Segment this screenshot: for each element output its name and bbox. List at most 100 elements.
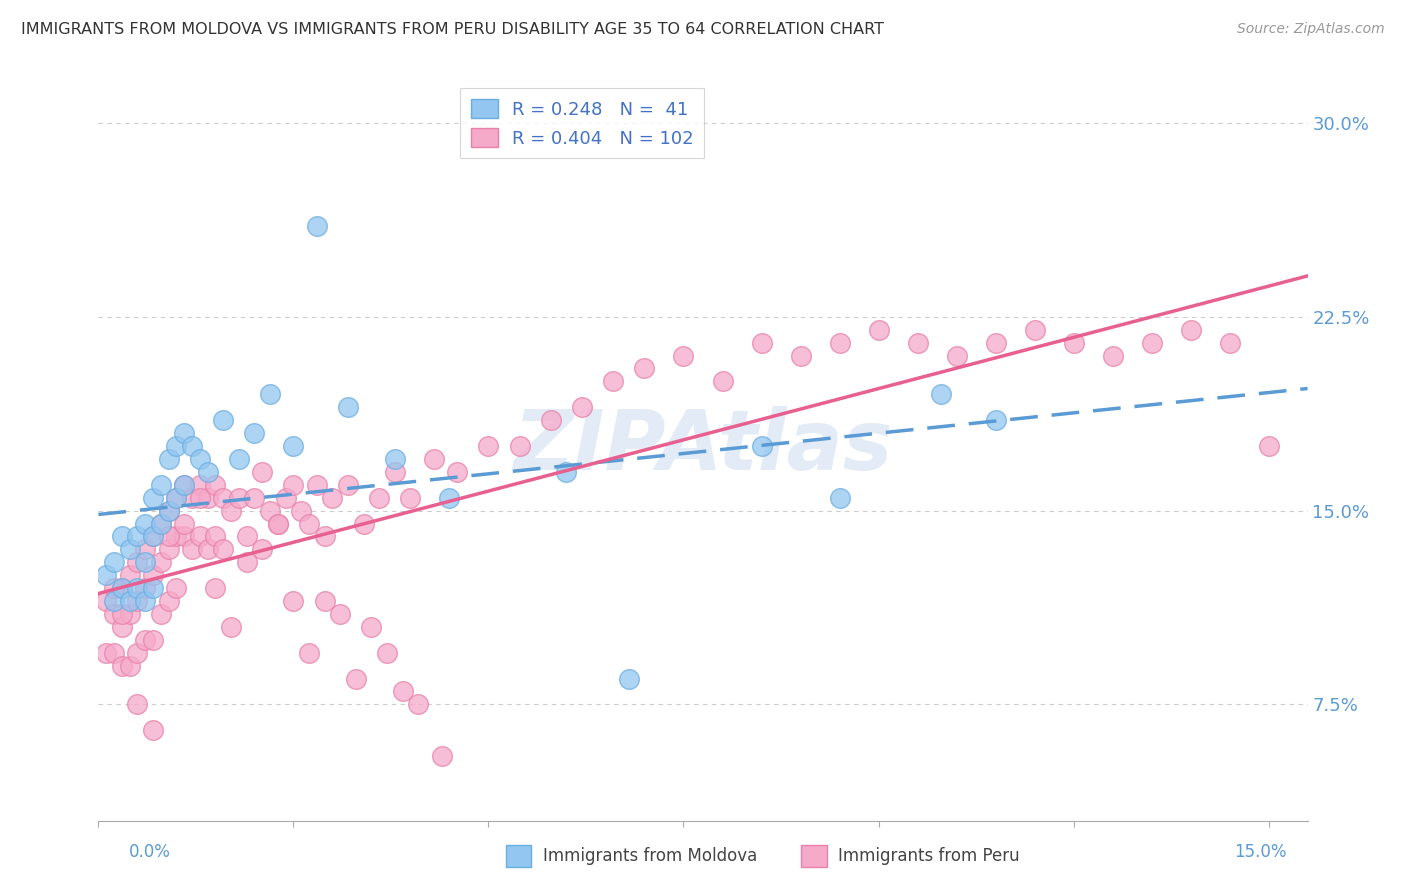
Point: [149, 477, 172, 491]
Point: [540, 413, 562, 427]
Text: Source: ZipAtlas.com: Source: ZipAtlas.com: [1237, 22, 1385, 37]
Point: [127, 594, 149, 608]
Point: [111, 581, 134, 595]
Point: [509, 439, 531, 453]
Point: [127, 581, 149, 595]
Point: [134, 581, 156, 595]
Point: [149, 516, 172, 531]
Point: [142, 581, 165, 595]
Point: [181, 542, 204, 557]
Point: [283, 594, 305, 608]
Point: [571, 401, 593, 415]
Point: [165, 439, 187, 453]
Point: [149, 516, 172, 531]
Point: [751, 439, 773, 453]
Point: [298, 516, 321, 531]
FancyBboxPatch shape: [801, 845, 827, 867]
Point: [181, 439, 204, 453]
Point: [298, 646, 321, 660]
Point: [188, 451, 211, 466]
Point: [337, 401, 360, 415]
Point: [134, 516, 156, 531]
Point: [360, 620, 382, 634]
Point: [212, 542, 235, 557]
Point: [907, 335, 929, 350]
Point: [305, 219, 328, 234]
Point: [188, 529, 211, 543]
Text: ZIPAtlas: ZIPAtlas: [513, 406, 893, 486]
Point: [1140, 335, 1163, 350]
Point: [197, 465, 219, 479]
Point: [446, 465, 468, 479]
Point: [188, 491, 211, 505]
Point: [111, 607, 134, 621]
Point: [344, 672, 367, 686]
Point: [181, 491, 204, 505]
Point: [406, 698, 429, 712]
Point: [134, 594, 156, 608]
Point: [142, 529, 165, 543]
Point: [1180, 323, 1202, 337]
Point: [219, 503, 242, 517]
Point: [142, 491, 165, 505]
Point: [204, 477, 226, 491]
Point: [290, 503, 312, 517]
Point: [274, 491, 297, 505]
Point: [555, 465, 578, 479]
Point: [219, 620, 242, 634]
Point: [204, 581, 226, 595]
Point: [243, 491, 266, 505]
Point: [375, 646, 398, 660]
Point: [602, 375, 624, 389]
Point: [212, 413, 235, 427]
Point: [384, 465, 406, 479]
Point: [430, 749, 453, 764]
Point: [368, 491, 391, 505]
Point: [329, 607, 352, 621]
Point: [321, 491, 343, 505]
Point: [96, 594, 118, 608]
Point: [103, 646, 125, 660]
Point: [1063, 335, 1085, 350]
Point: [259, 387, 281, 401]
FancyBboxPatch shape: [506, 845, 531, 867]
Point: [267, 516, 290, 531]
Point: [828, 491, 851, 505]
Point: [617, 672, 640, 686]
Point: [929, 387, 952, 401]
Point: [134, 632, 156, 647]
Point: [1219, 335, 1241, 350]
Point: [134, 555, 156, 569]
Point: [197, 491, 219, 505]
Point: [157, 503, 180, 517]
Point: [149, 607, 172, 621]
Point: [127, 555, 149, 569]
Point: [212, 491, 235, 505]
Point: [142, 529, 165, 543]
Point: [283, 477, 305, 491]
Point: [157, 451, 180, 466]
Point: [314, 594, 336, 608]
Point: [118, 658, 141, 673]
Point: [188, 477, 211, 491]
Legend: R = 0.248   N =  41, R = 0.404   N = 102: R = 0.248 N = 41, R = 0.404 N = 102: [460, 88, 704, 159]
Point: [391, 684, 413, 698]
Point: [173, 477, 195, 491]
Text: IMMIGRANTS FROM MOLDOVA VS IMMIGRANTS FROM PERU DISABILITY AGE 35 TO 64 CORRELAT: IMMIGRANTS FROM MOLDOVA VS IMMIGRANTS FR…: [21, 22, 884, 37]
Point: [118, 542, 141, 557]
Point: [165, 491, 187, 505]
Point: [1257, 439, 1279, 453]
Point: [1024, 323, 1046, 337]
Point: [423, 451, 446, 466]
Point: [111, 529, 134, 543]
Text: 15.0%: 15.0%: [1234, 843, 1286, 861]
Point: [204, 529, 226, 543]
Point: [267, 516, 290, 531]
Point: [337, 477, 360, 491]
Point: [118, 607, 141, 621]
Point: [828, 335, 851, 350]
Point: [118, 594, 141, 608]
Point: [103, 607, 125, 621]
Text: Immigrants from Peru: Immigrants from Peru: [838, 847, 1019, 865]
Point: [197, 542, 219, 557]
